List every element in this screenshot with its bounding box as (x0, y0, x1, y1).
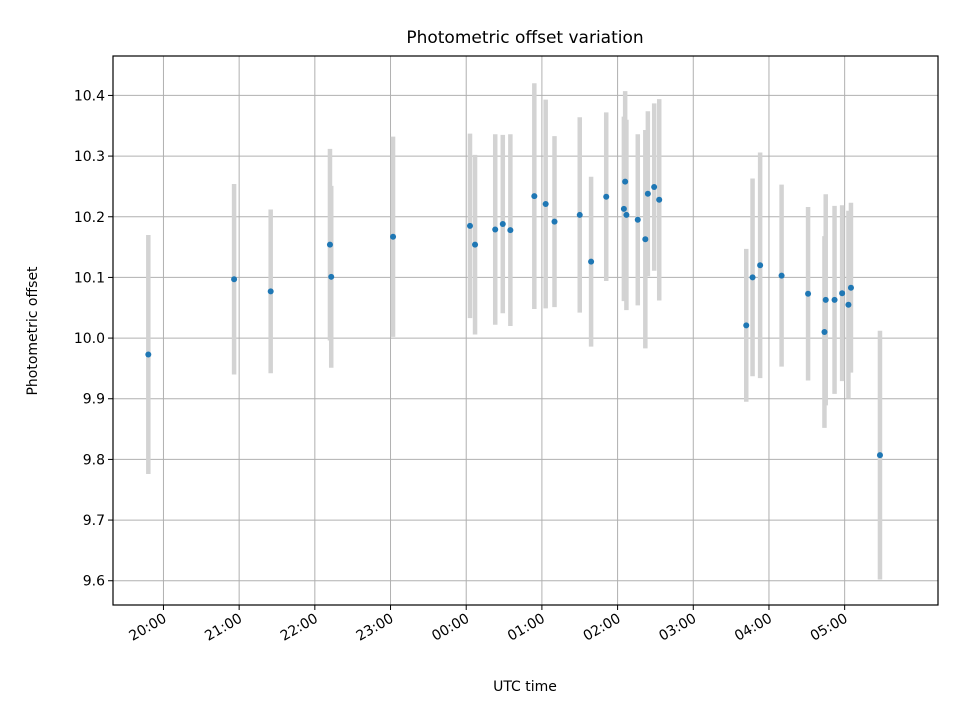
data-point (328, 273, 335, 280)
y-tick-label: 10.2 (74, 210, 105, 226)
data-point (492, 226, 499, 233)
data-point (623, 211, 630, 218)
data-point (822, 296, 829, 303)
data-point (778, 272, 785, 279)
data-point (472, 241, 479, 248)
y-tick-label: 9.7 (83, 513, 105, 529)
point-layer (145, 178, 883, 459)
data-point (231, 276, 238, 283)
data-point (542, 201, 549, 208)
data-point (620, 205, 627, 212)
data-point (642, 236, 649, 243)
data-point (466, 222, 473, 229)
y-tick-label: 10.1 (74, 270, 105, 286)
data-point (267, 288, 274, 295)
data-point (551, 218, 558, 225)
data-point (499, 221, 506, 228)
grid-layer (113, 56, 938, 605)
data-point (390, 233, 397, 240)
data-point (651, 184, 658, 191)
y-tick-label: 9.9 (83, 392, 105, 408)
y-tick-label: 9.8 (83, 452, 105, 468)
y-tick-label: 9.6 (83, 574, 105, 590)
data-point (145, 351, 152, 358)
data-point (845, 301, 852, 308)
data-point (622, 178, 629, 185)
data-point (634, 216, 641, 223)
plot-area-frame (112, 55, 939, 606)
data-point (749, 274, 756, 281)
y-tick-label: 10.0 (74, 331, 105, 347)
data-point (507, 227, 514, 234)
data-point (876, 452, 883, 459)
data-point (326, 241, 333, 248)
y-axis-label: Photometric offset (25, 266, 41, 396)
data-point (576, 211, 583, 218)
y-tick-label: 10.4 (74, 88, 105, 104)
data-point (743, 322, 750, 329)
x-axis-label: UTC time (493, 679, 557, 695)
data-point (656, 196, 663, 203)
data-point (839, 290, 846, 297)
y-tick-label: 10.3 (74, 149, 105, 165)
data-point (757, 262, 764, 269)
data-point (588, 258, 595, 265)
data-point (847, 284, 854, 291)
data-point (603, 193, 610, 200)
data-point (805, 290, 812, 297)
chart-title: Photometric offset variation (406, 28, 643, 48)
data-point (831, 296, 838, 303)
data-point (644, 190, 651, 197)
data-point (531, 193, 538, 200)
data-point (821, 329, 828, 336)
